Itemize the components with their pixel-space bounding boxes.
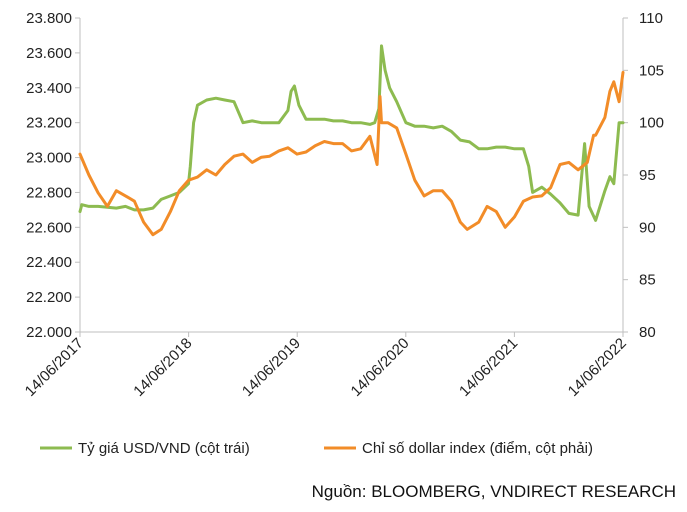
right-tick-label: 105 xyxy=(639,62,664,79)
right-tick-label: 100 xyxy=(639,115,664,132)
x-tick-label: 14/06/2020 xyxy=(348,335,413,400)
left-tick-label: 22.400 xyxy=(26,254,72,271)
right-tick-label: 80 xyxy=(639,324,656,341)
right-tick-label: 85 xyxy=(639,272,656,289)
right-tick-label: 90 xyxy=(639,219,656,236)
left-tick-label: 23.400 xyxy=(26,80,72,97)
left-tick-label: 23.000 xyxy=(26,150,72,167)
legend-label-2: Chỉ số dollar index (điểm, cột phải) xyxy=(362,440,593,457)
x-tick-label: 14/06/2022 xyxy=(565,335,630,400)
source-note: Nguồn: BLOOMBERG, VNDIRECT RESEARCH xyxy=(311,482,676,501)
right-tick-label: 110 xyxy=(639,10,663,27)
x-tick-label: 14/06/2018 xyxy=(130,335,195,400)
axes xyxy=(75,17,628,337)
tick-labels: 22.000 22.200 22.400 22.600 22.800 23.000 23.2… xyxy=(22,10,664,400)
x-tick-label: 14/06/2017 xyxy=(22,335,87,400)
left-tick-label: 22.000 xyxy=(26,324,72,341)
right-tick-label: 95 xyxy=(639,167,656,184)
left-tick-label: 22.200 xyxy=(26,289,72,306)
legend: Tỷ giá USD/VND (cột trái) Chỉ số dollar i… xyxy=(40,440,593,457)
x-tick-label: 14/06/2019 xyxy=(239,335,304,400)
left-tick-label: 22.600 xyxy=(26,219,72,236)
series-line-2 xyxy=(78,70,625,237)
left-tick-label: 23.600 xyxy=(26,45,72,62)
left-tick-label: 22.800 xyxy=(26,184,72,201)
plot-area xyxy=(78,44,625,237)
left-tick-label: 23.800 xyxy=(26,10,72,27)
legend-label-1: Tỷ giá USD/VND (cột trái) xyxy=(78,440,250,457)
x-tick-label: 14/06/2021 xyxy=(456,335,521,400)
left-tick-label: 23.200 xyxy=(26,115,72,132)
